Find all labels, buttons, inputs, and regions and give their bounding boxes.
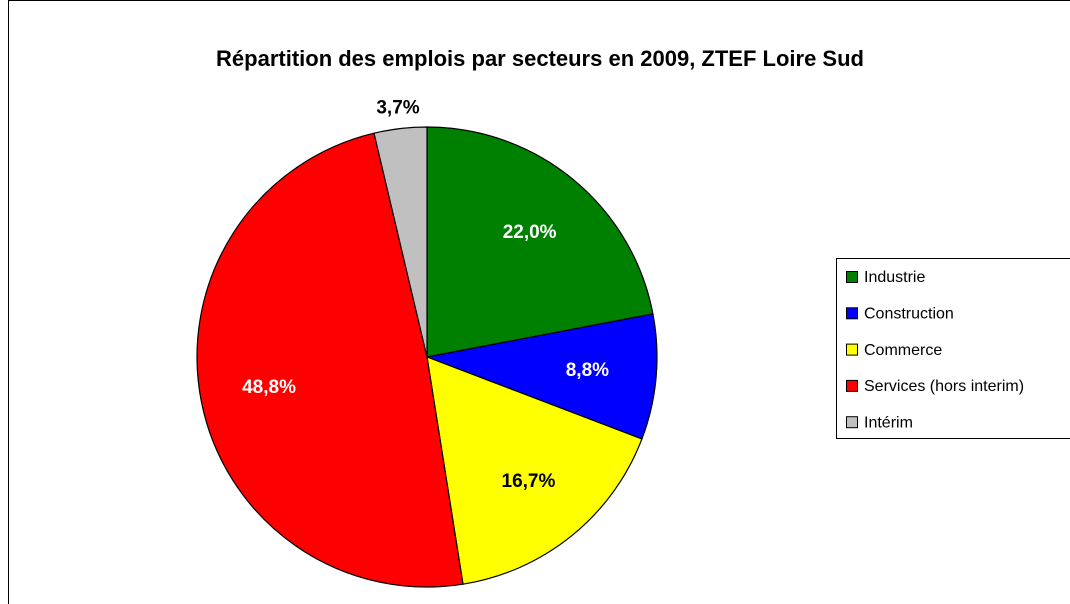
pie-slice (373, 126, 428, 358)
value-label: 16,7% (502, 471, 556, 492)
legend-swatch (846, 271, 858, 283)
pie-slice (196, 132, 464, 588)
chart-title: Répartition des emplois par secteurs en … (216, 46, 864, 71)
legend-box (836, 258, 1070, 439)
value-label: 3,7% (376, 98, 419, 119)
legend-label: Construction (864, 306, 954, 323)
legend-label: Commerce (864, 342, 942, 359)
legend-swatch (846, 307, 858, 320)
legend-label: Industrie (864, 269, 925, 286)
legend-label: Services (hors interim) (864, 378, 1024, 395)
pie-slice (426, 126, 654, 358)
value-label: 22,0% (503, 222, 557, 243)
legend-swatch (846, 379, 858, 392)
pie-slice (426, 356, 643, 585)
value-label: 8,8% (566, 360, 609, 381)
legend-swatch (846, 343, 858, 356)
pie-slice (424, 313, 658, 440)
value-label: 48,8% (242, 377, 296, 398)
legend-label: Intérim (864, 414, 913, 431)
legend-swatch (846, 416, 858, 429)
